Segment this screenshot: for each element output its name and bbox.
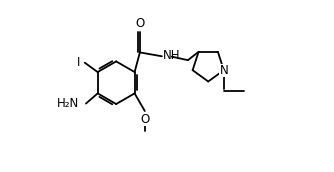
Text: H₂N: H₂N (57, 97, 79, 110)
Text: I: I (77, 56, 80, 69)
Text: O: O (135, 17, 145, 30)
Text: NH: NH (163, 49, 181, 62)
Text: O: O (140, 113, 149, 126)
Text: N: N (219, 64, 228, 77)
